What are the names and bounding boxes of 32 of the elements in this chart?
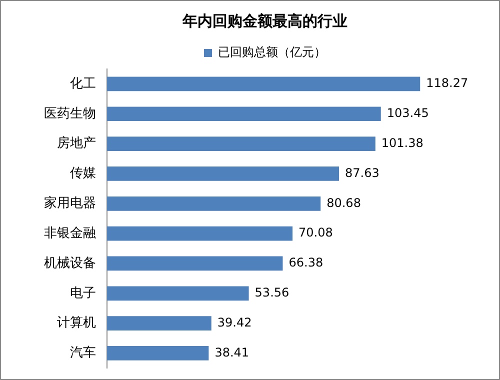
chart-title: 年内回购金额最高的行业 [182,12,348,30]
y-tick-label: 机械设备 [44,256,96,271]
data-label: 118.27 [426,76,468,90]
bar [107,256,283,271]
bar [107,316,212,330]
bar [107,286,249,301]
data-label: 53.56 [254,286,290,300]
y-tick-label: 汽车 [70,346,96,361]
data-label: 66.38 [288,256,324,270]
y-tick-label: 计算机 [57,316,96,331]
data-label: 80.68 [326,196,361,210]
data-label: 87.63 [344,166,380,180]
bar [107,166,339,181]
bar [107,226,293,241]
bar [107,76,420,92]
bar [107,196,321,211]
data-label: 70.08 [298,226,333,240]
bar [107,136,376,151]
y-tick-label: 医药生物 [44,106,96,122]
data-label: 38.41 [214,345,250,360]
y-tick-label: 非银金融 [44,226,96,241]
data-label: 39.42 [217,315,252,330]
y-tick-label: 传媒 [70,166,96,182]
y-tick-label: 化工 [70,76,96,92]
y-tick-label: 家用电器 [44,195,96,212]
legend-label: 已回购总额（亿元） [218,45,326,60]
y-tick-label: 电子 [70,286,96,301]
bar [107,106,381,122]
bar [107,346,209,360]
y-tick-label: 房地产 [57,135,96,152]
data-label: 101.38 [381,136,424,150]
data-label: 103.45 [386,106,429,120]
